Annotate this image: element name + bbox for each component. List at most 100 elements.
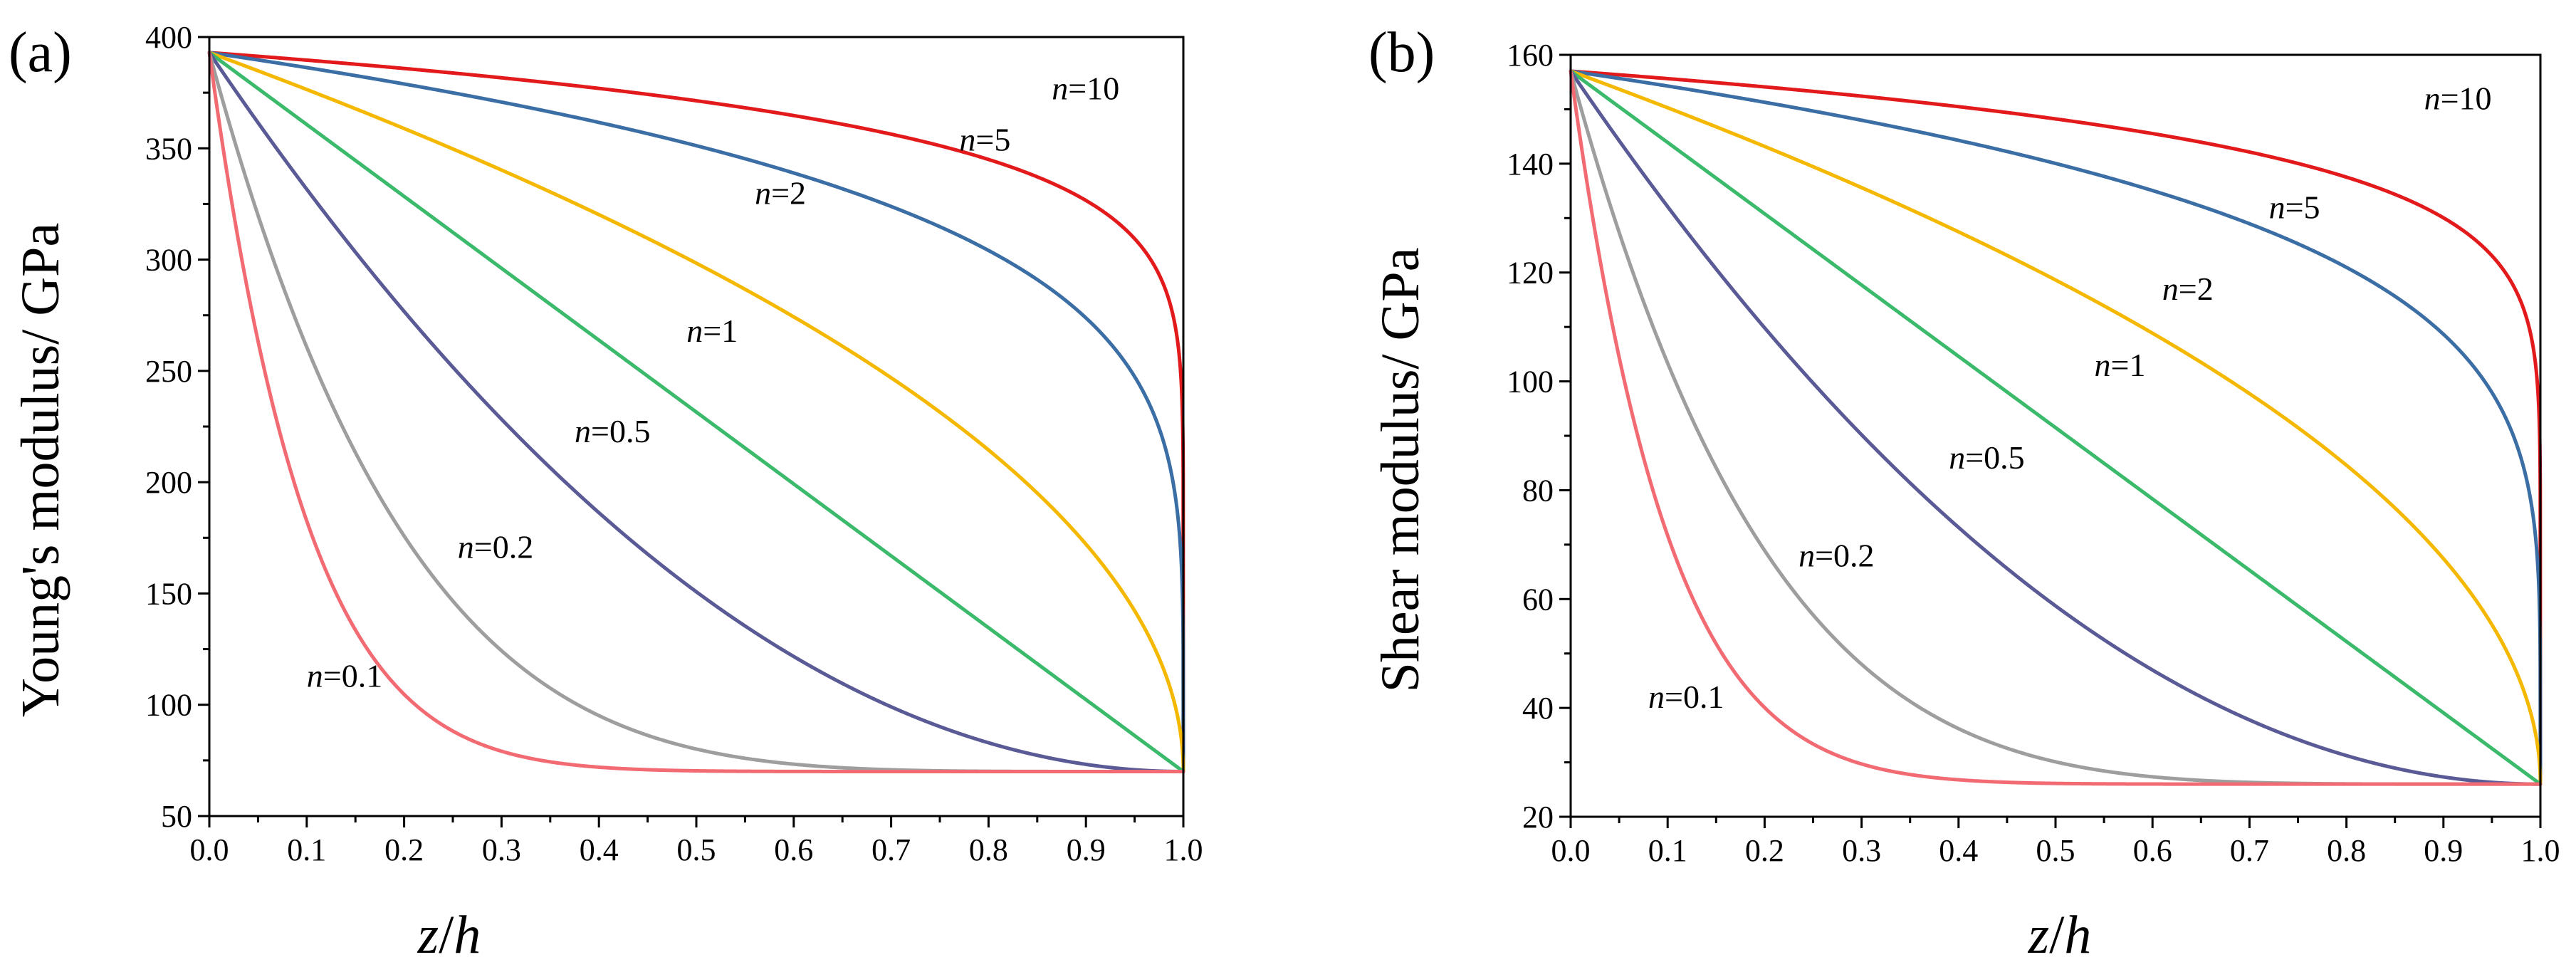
panel-b: (b) Shear modulus/ GPa z/h n=0.1n=0.2n=0… bbox=[1368, 21, 2560, 965]
series-line-n-1 bbox=[207, 51, 1185, 773]
curve-label-var: n bbox=[959, 121, 975, 157]
curve-label-n-0.1: n=0.1 bbox=[1648, 679, 1724, 715]
x-tick-label-a: 0.9 bbox=[1067, 832, 1106, 867]
curve-label-value: =0.2 bbox=[474, 528, 533, 565]
x-tick-label-b: 0.7 bbox=[2230, 833, 2269, 868]
curve-label-n-0.2: n=0.2 bbox=[1799, 537, 1874, 573]
ticks-b: 0.0 0.1 0.2 0.3 0.4 0.5 0.6 0.7 0.8 0.9 1.0 20 40 60 8… bbox=[1507, 38, 2560, 868]
panel-label-a: (a) bbox=[9, 21, 72, 84]
y-tick-label-a: 50 bbox=[161, 799, 192, 834]
series-line-n-0.2 bbox=[1569, 69, 2543, 786]
curve-label-value: =10 bbox=[2441, 80, 2492, 116]
curve-label-n-2: n=2 bbox=[2162, 271, 2214, 307]
curve-label-n-1: n=1 bbox=[686, 313, 738, 349]
series-line-n-0.5 bbox=[1569, 69, 2543, 786]
curve-label-value: =10 bbox=[1068, 70, 1119, 107]
plot-frame-b bbox=[1569, 53, 2542, 818]
curve-label-value: =5 bbox=[2286, 189, 2320, 225]
series-line-n-0.5 bbox=[207, 51, 1185, 773]
curve-label-n-5: n=5 bbox=[2269, 189, 2320, 225]
curve-label-value: =0.1 bbox=[1665, 679, 1724, 715]
y-tick-label-b: 20 bbox=[1522, 800, 1554, 835]
ticks-a: 0.0 0.1 0.2 0.3 0.4 0.5 0.6 0.7 0.8 0.9 1.0 50 100 15… bbox=[145, 20, 1203, 867]
x-tick-label-a: 0.7 bbox=[871, 832, 911, 867]
curve-label-var: n bbox=[575, 413, 591, 449]
curve-label-n-2: n=2 bbox=[755, 174, 806, 211]
y-tick-label-a: 350 bbox=[145, 131, 192, 166]
y-tick-label-b: 100 bbox=[1507, 365, 1554, 399]
y-tick-label-a: 250 bbox=[145, 354, 192, 389]
x-tick-label-b: 0.9 bbox=[2424, 833, 2463, 868]
x-axis-title-var-h: h bbox=[454, 905, 481, 965]
x-tick-label-a: 0.5 bbox=[677, 832, 716, 867]
y-tick-label-a: 300 bbox=[145, 243, 192, 278]
x-tick-label-b: 0.5 bbox=[2036, 833, 2075, 868]
curve-label-value: =0.5 bbox=[591, 413, 650, 449]
x-tick-label-b: 1.0 bbox=[2521, 833, 2560, 868]
curve-label-var: n bbox=[2095, 347, 2111, 383]
x-tick-label-b: 0.3 bbox=[1842, 833, 1881, 868]
curve-label-n-0.1: n=0.1 bbox=[307, 658, 382, 694]
curve-label-n-0.2: n=0.2 bbox=[458, 528, 533, 565]
curve-label-value: =0.2 bbox=[1815, 537, 1874, 573]
series-line-n-0.1 bbox=[1569, 69, 2543, 786]
curve-label-var: n bbox=[1799, 537, 1815, 573]
x-tick-label-a: 0.8 bbox=[969, 832, 1008, 867]
x-tick-label-a: 1.0 bbox=[1164, 832, 1203, 867]
curve-labels-a: n=0.1n=0.2n=0.5n=1n=2n=5n=10 bbox=[307, 70, 1119, 694]
curve-label-value: =2 bbox=[2179, 271, 2214, 307]
curve-label-value: =5 bbox=[975, 121, 1010, 157]
x-tick-label-b: 0.6 bbox=[2133, 833, 2172, 868]
curve-label-var: n bbox=[458, 528, 474, 565]
curve-label-n-10: n=10 bbox=[1052, 70, 1119, 107]
y-tick-label-b: 40 bbox=[1522, 691, 1554, 726]
x-axis-title-var-z: z bbox=[2028, 905, 2050, 965]
y-tick-label-a: 100 bbox=[145, 688, 192, 723]
curve-label-var: n bbox=[2269, 189, 2286, 225]
y-tick-label-b: 60 bbox=[1522, 582, 1554, 617]
x-tick-label-a: 0.4 bbox=[580, 832, 619, 867]
y-axis-title-b: Shear modulus/ GPa bbox=[1371, 248, 1430, 693]
curve-label-var: n bbox=[1052, 70, 1068, 107]
y-tick-label-b: 80 bbox=[1522, 473, 1554, 508]
x-axis-title-slash: / bbox=[2049, 905, 2065, 965]
x-tick-label-a: 0.2 bbox=[384, 832, 424, 867]
curve-label-var: n bbox=[307, 658, 323, 694]
curve-label-n-0.5: n=0.5 bbox=[575, 413, 650, 449]
y-tick-label-a: 200 bbox=[145, 465, 192, 500]
curve-label-value: =1 bbox=[703, 313, 738, 349]
curve-label-n-10: n=10 bbox=[2424, 80, 2492, 116]
curve-label-value: =0.1 bbox=[323, 658, 382, 694]
series-line-n-10 bbox=[207, 51, 1185, 773]
x-tick-label-b: 0.8 bbox=[2327, 833, 2366, 868]
curve-label-n-5: n=5 bbox=[959, 121, 1010, 157]
curve-label-var: n bbox=[2162, 271, 2179, 307]
curve-label-n-1: n=1 bbox=[2095, 347, 2146, 383]
x-tick-label-b: 0.2 bbox=[1745, 833, 1784, 868]
curve-label-var: n bbox=[1949, 439, 1965, 476]
y-tick-label-a: 150 bbox=[145, 576, 192, 611]
x-axis-title-slash: / bbox=[439, 905, 454, 965]
curve-label-var: n bbox=[1648, 679, 1665, 715]
curve-labels-b: n=0.1n=0.2n=0.5n=1n=2n=5n=10 bbox=[1648, 80, 2492, 715]
series-line-n-10 bbox=[1569, 69, 2543, 786]
curve-label-value: =1 bbox=[2111, 347, 2146, 383]
x-tick-label-b: 0.0 bbox=[1551, 833, 1591, 868]
series-line-n-1 bbox=[1569, 69, 2543, 786]
series-group-b bbox=[1569, 69, 2543, 786]
y-tick-label-a: 400 bbox=[145, 20, 192, 55]
y-tick-label-b: 120 bbox=[1507, 256, 1554, 291]
curve-label-value: =2 bbox=[771, 174, 806, 211]
y-tick-label-b: 140 bbox=[1507, 147, 1554, 182]
series-line-n-0.2 bbox=[207, 51, 1185, 773]
panel-label-b: (b) bbox=[1368, 21, 1435, 84]
curve-label-value: =0.5 bbox=[1965, 439, 2024, 476]
x-axis-title-var-z: z bbox=[417, 905, 439, 965]
x-axis-title-b: z/h bbox=[2028, 905, 2092, 965]
y-axis-title-a: Young's modulus/ GPa bbox=[11, 223, 70, 717]
x-tick-label-a: 0.0 bbox=[190, 832, 229, 867]
x-tick-label-b: 0.4 bbox=[1939, 833, 1978, 868]
curve-label-var: n bbox=[755, 174, 771, 211]
